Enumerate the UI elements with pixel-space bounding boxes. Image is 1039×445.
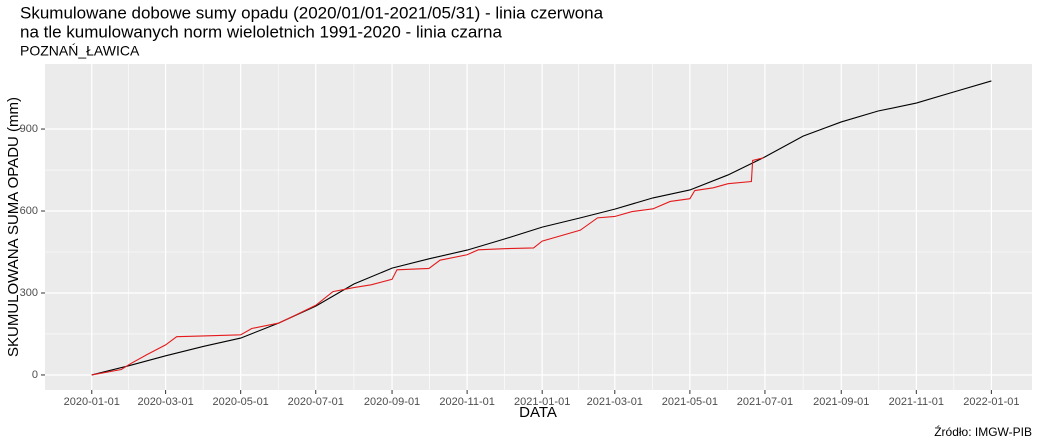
data-line [91,157,764,376]
y-axis-label: SKUMULOWANA SUMA OPADU (mm) [5,97,22,357]
x-tick-label: 2020-03-01 [137,396,193,408]
chart-title: na tle kumulowanych norm wieloletnich 19… [20,22,502,41]
y-tick-label: 0 [32,369,38,381]
x-tick-label: 2021-11-01 [889,396,944,408]
data-line [91,80,992,376]
chart-title: Skumulowane dobowe sumy opadu (2020/01/0… [20,3,604,22]
x-tick-label: 2020-07-01 [288,396,344,408]
x-tick-label: 2021-05-01 [662,396,718,408]
x-tick-label: 2020-01-01 [64,396,120,408]
x-tick-label: 2020-05-01 [213,396,269,408]
x-tick-label: 2022-01-01 [963,396,1019,408]
plot-panel [45,64,1032,390]
chart-subtitle: POZNAŃ_ŁAWICA [20,43,140,59]
y-tick-label: 300 [20,287,38,299]
x-tick-label: 2021-09-01 [813,396,869,408]
caption: Źródło: IMGW-PIB [934,424,1032,439]
x-tick-label: 2021-07-01 [737,396,793,408]
y-tick-label: 600 [20,205,38,217]
x-tick-label: 2021-01-01 [514,396,570,408]
x-tick-label: 2020-11-01 [439,396,494,408]
y-tick-label: 900 [20,123,38,135]
x-tick-label: 2021-03-01 [587,396,643,408]
x-axis-label: DATA [519,404,557,421]
x-tick-label: 2020-09-01 [364,396,420,408]
